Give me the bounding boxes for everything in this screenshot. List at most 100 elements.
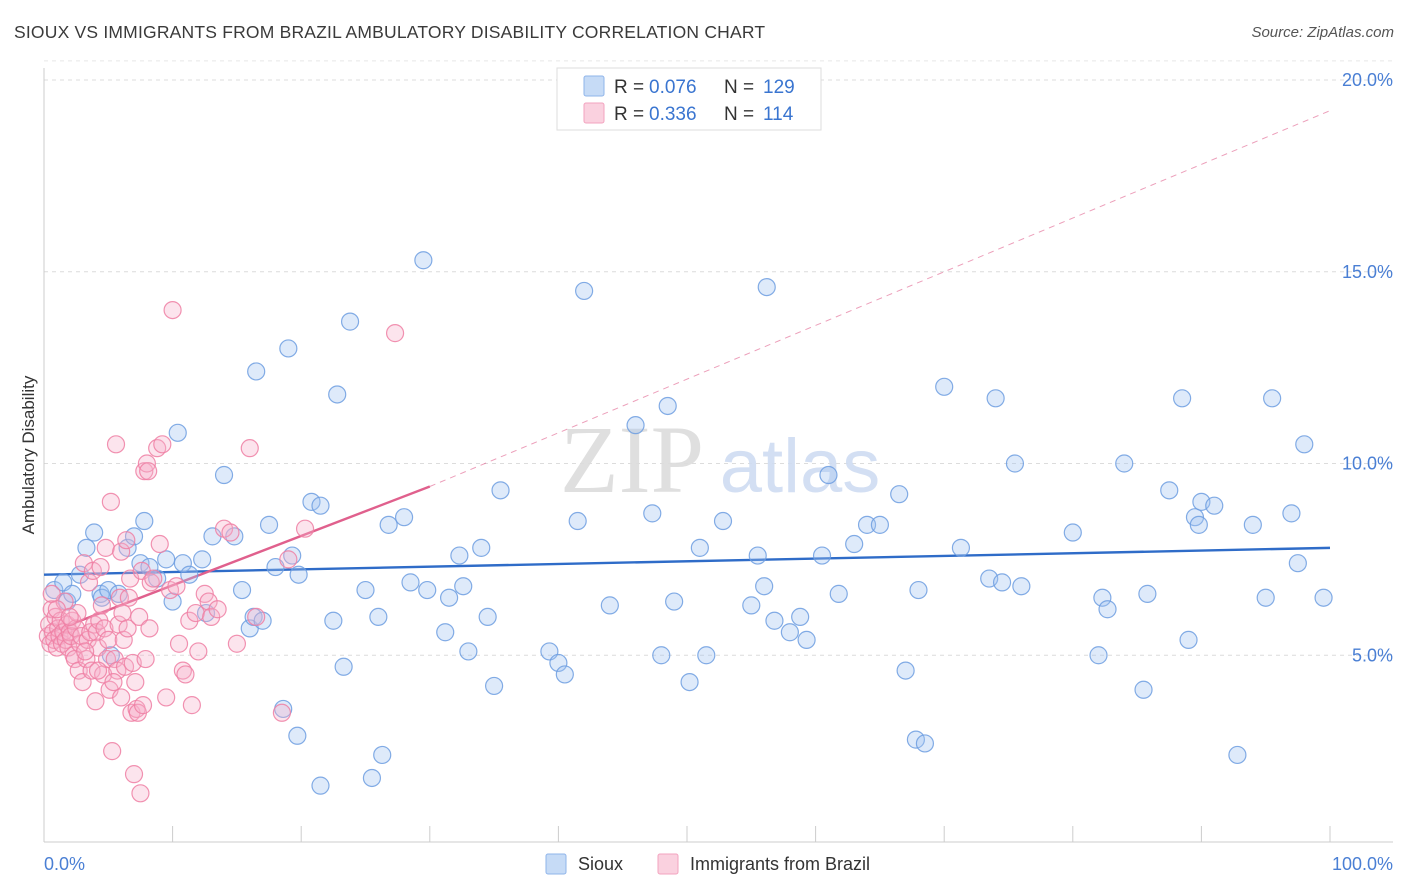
data-point <box>992 573 1012 592</box>
data-point <box>1063 523 1082 542</box>
data-point <box>105 649 124 669</box>
data-point <box>1179 630 1198 650</box>
legend-n-value-1: 129 <box>763 77 795 98</box>
data-point <box>549 653 568 673</box>
data-point <box>906 730 926 749</box>
data-point <box>324 611 343 630</box>
data-point <box>459 642 478 661</box>
data-point <box>690 538 709 557</box>
data-point <box>626 416 645 435</box>
data-point <box>935 377 954 396</box>
x-tick-max: 100.0% <box>1332 854 1393 874</box>
data-point <box>742 596 761 615</box>
data-point <box>1189 515 1208 534</box>
data-point <box>103 742 122 761</box>
data-point <box>1160 481 1179 500</box>
data-point <box>163 301 182 320</box>
data-point <box>279 550 298 569</box>
data-point <box>791 607 810 627</box>
data-point <box>167 577 186 596</box>
legend-swatch-brazil <box>583 102 605 124</box>
data-point <box>247 607 266 627</box>
data-point <box>131 554 150 573</box>
data-point <box>472 538 491 557</box>
data-point <box>1228 745 1247 765</box>
data-point <box>247 362 266 381</box>
data-point <box>780 623 799 642</box>
data-point <box>909 580 928 600</box>
data-point <box>99 630 118 650</box>
data-point <box>394 508 414 527</box>
legend-r-value-2: 0.336 <box>649 104 697 125</box>
data-point <box>101 492 120 511</box>
x-tick-min: 0.0% <box>44 854 85 874</box>
data-point <box>163 592 182 611</box>
data-point <box>106 435 126 454</box>
data-point <box>765 611 784 630</box>
trend-line-2 <box>49 485 431 634</box>
data-point <box>379 515 398 534</box>
data-point <box>76 642 95 661</box>
data-point <box>915 734 935 753</box>
data-point <box>575 281 594 301</box>
data-point <box>454 577 473 596</box>
data-point <box>117 531 136 550</box>
data-point <box>140 619 159 638</box>
data-point <box>173 554 192 573</box>
data-point <box>812 546 832 565</box>
data-point <box>1089 646 1108 665</box>
series-sioux <box>45 251 1333 795</box>
data-point <box>136 649 155 669</box>
data-point <box>1263 389 1282 408</box>
legend-r-label-1: R = <box>614 77 644 98</box>
bottom-legend-swatch-sioux <box>545 853 567 875</box>
y-tick-label: 20.0% <box>1342 70 1393 90</box>
data-point <box>697 646 716 665</box>
data-point <box>414 251 433 270</box>
data-point <box>334 657 353 676</box>
data-point <box>157 688 176 707</box>
data-point <box>401 573 420 592</box>
data-point <box>91 557 110 577</box>
data-point <box>373 745 392 765</box>
data-point <box>890 485 909 504</box>
data-point <box>139 462 158 481</box>
data-point <box>124 765 144 784</box>
data-point <box>643 504 662 523</box>
data-point <box>176 665 195 684</box>
data-point <box>568 511 587 531</box>
legend-r-label-2: R = <box>614 104 644 125</box>
data-point <box>819 465 838 485</box>
data-point <box>82 661 101 680</box>
data-point <box>96 538 115 557</box>
data-point <box>193 550 212 569</box>
data-point <box>135 511 154 531</box>
data-point <box>92 596 111 615</box>
data-point <box>289 565 308 584</box>
data-point <box>1005 454 1025 473</box>
data-point <box>652 646 671 665</box>
data-point <box>113 603 132 623</box>
y-tick-label: 15.0% <box>1342 262 1393 282</box>
data-point <box>130 607 149 627</box>
data-point <box>491 481 510 500</box>
data-point <box>279 339 298 358</box>
gridlines <box>44 60 1393 656</box>
data-point <box>60 607 79 627</box>
data-point <box>797 630 816 650</box>
data-point <box>896 661 915 680</box>
data-point <box>1138 584 1157 603</box>
data-point <box>112 542 131 561</box>
data-point <box>259 515 279 534</box>
data-point <box>748 546 767 565</box>
data-point <box>439 588 459 607</box>
data-point <box>95 619 114 638</box>
data-point <box>288 726 307 745</box>
data-point <box>1115 454 1134 473</box>
data-point <box>88 661 108 680</box>
data-point <box>658 396 677 416</box>
data-point <box>665 592 684 611</box>
data-point <box>119 588 138 607</box>
data-point <box>436 623 455 642</box>
chart-title: SIOUX VS IMMIGRANTS FROM BRAZIL AMBULATO… <box>14 22 766 42</box>
